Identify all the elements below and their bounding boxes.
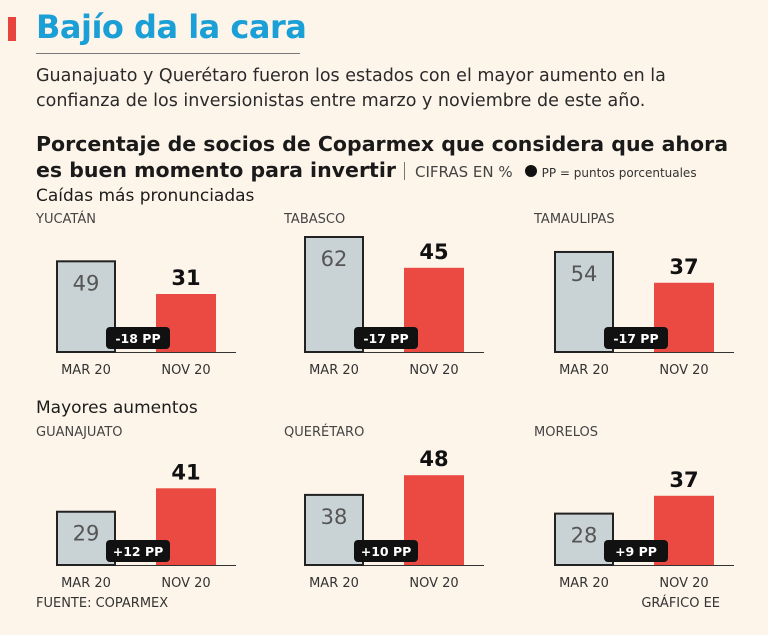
- value-label-mar-queretaro: 38: [321, 505, 348, 529]
- bar-mar-morelos: [554, 512, 614, 567]
- unit-label: CIFRAS EN %: [415, 163, 513, 181]
- change-badge-queretaro: [354, 540, 418, 562]
- tick-label-mar-guanajuato: MAR 20: [61, 576, 111, 591]
- bar-nov-tamaulipas: [654, 282, 714, 352]
- section-label-gains: Mayores aumentos: [36, 398, 198, 418]
- change-label-tamaulipas: -17 PP: [613, 331, 658, 346]
- value-label-nov-guanajuato: 41: [171, 460, 200, 484]
- tick-label-mar-morelos: MAR 20: [559, 576, 609, 591]
- value-label-nov-morelos: 37: [669, 468, 698, 492]
- value-label-mar-tabasco: 62: [321, 247, 348, 271]
- value-label-nov-tamaulipas: 37: [669, 255, 698, 279]
- change-label-morelos: +9 PP: [615, 544, 657, 559]
- bar-mar-queretaro: [304, 493, 364, 566]
- value-label-nov-yucatan: 31: [171, 266, 200, 290]
- headline-text: Porcentaje de socios de Coparmex que con…: [36, 132, 729, 182]
- subtitle: Guanajuato y Querétaro fueron los estado…: [36, 66, 666, 111]
- bar-nov-morelos: [654, 495, 714, 565]
- change-badge-yucatan: [106, 327, 170, 349]
- tick-label-mar-yucatan: MAR 20: [61, 363, 111, 378]
- value-label-mar-yucatan: 49: [73, 271, 100, 295]
- bar-nov-queretaro: [404, 475, 464, 565]
- value-label-mar-morelos: 28: [571, 524, 598, 548]
- state-label-guanajuato: GUANAJUATO: [36, 425, 123, 440]
- value-label-mar-tamaulipas: 54: [571, 262, 598, 286]
- bar-nov-yucatan: [156, 294, 216, 352]
- bar-nov-tabasco: [404, 267, 464, 352]
- change-label-tabasco: -17 PP: [363, 331, 408, 346]
- tick-label-nov-queretaro: NOV 20: [409, 576, 458, 591]
- bar-nov-guanajuato: [156, 488, 216, 565]
- tick-label-mar-queretaro: MAR 20: [309, 576, 359, 591]
- tick-label-mar-tabasco: MAR 20: [309, 363, 359, 378]
- state-label-morelos: MORELOS: [534, 425, 598, 440]
- tick-label-nov-yucatan: NOV 20: [161, 363, 210, 378]
- value-label-nov-tabasco: 45: [419, 240, 448, 264]
- state-label-queretaro: QUERÉTARO: [284, 424, 364, 440]
- value-label-mar-guanajuato: 29: [73, 522, 100, 546]
- change-badge-tamaulipas: [604, 327, 668, 349]
- tick-label-nov-guanajuato: NOV 20: [161, 576, 210, 591]
- change-badge-morelos: [604, 540, 668, 562]
- section-label-drops: Caídas más pronunciadas: [36, 186, 255, 206]
- footer-credit: GRÁFICO EE: [641, 596, 720, 611]
- bar-mar-tamaulipas: [554, 250, 614, 353]
- value-label-nov-queretaro: 48: [419, 447, 448, 471]
- legend-dot-icon: [524, 165, 537, 177]
- state-label-tabasco: TABASCO: [283, 212, 345, 227]
- legend-text: PP = puntos porcentuales: [541, 166, 697, 180]
- tick-label-nov-tabasco: NOV 20: [409, 363, 458, 378]
- change-label-yucatan: -18 PP: [115, 331, 160, 346]
- change-badge-tabasco: [354, 327, 418, 349]
- state-label-yucatan: YUCATÁN: [35, 211, 96, 227]
- state-label-tamaulipas: TAMAULIPAS: [533, 212, 615, 227]
- tick-label-nov-tamaulipas: NOV 20: [659, 363, 708, 378]
- headline-separator: [404, 162, 405, 180]
- title-accent-bar: [8, 17, 16, 41]
- chart-headline: Porcentaje de socios de Coparmex que con…: [36, 131, 756, 186]
- bar-mar-tabasco: [304, 236, 364, 353]
- change-label-queretaro: +10 PP: [361, 544, 412, 559]
- page-title: Bajío da la cara: [36, 8, 307, 46]
- bar-mar-guanajuato: [56, 510, 116, 567]
- title-divider: [36, 53, 300, 54]
- tick-label-mar-tamaulipas: MAR 20: [559, 363, 609, 378]
- change-badge-guanajuato: [106, 540, 170, 562]
- tick-label-nov-morelos: NOV 20: [659, 576, 708, 591]
- change-label-guanajuato: +12 PP: [113, 544, 164, 559]
- bar-mar-yucatan: [56, 260, 116, 353]
- footer-source: FUENTE: COPARMEX: [36, 596, 169, 611]
